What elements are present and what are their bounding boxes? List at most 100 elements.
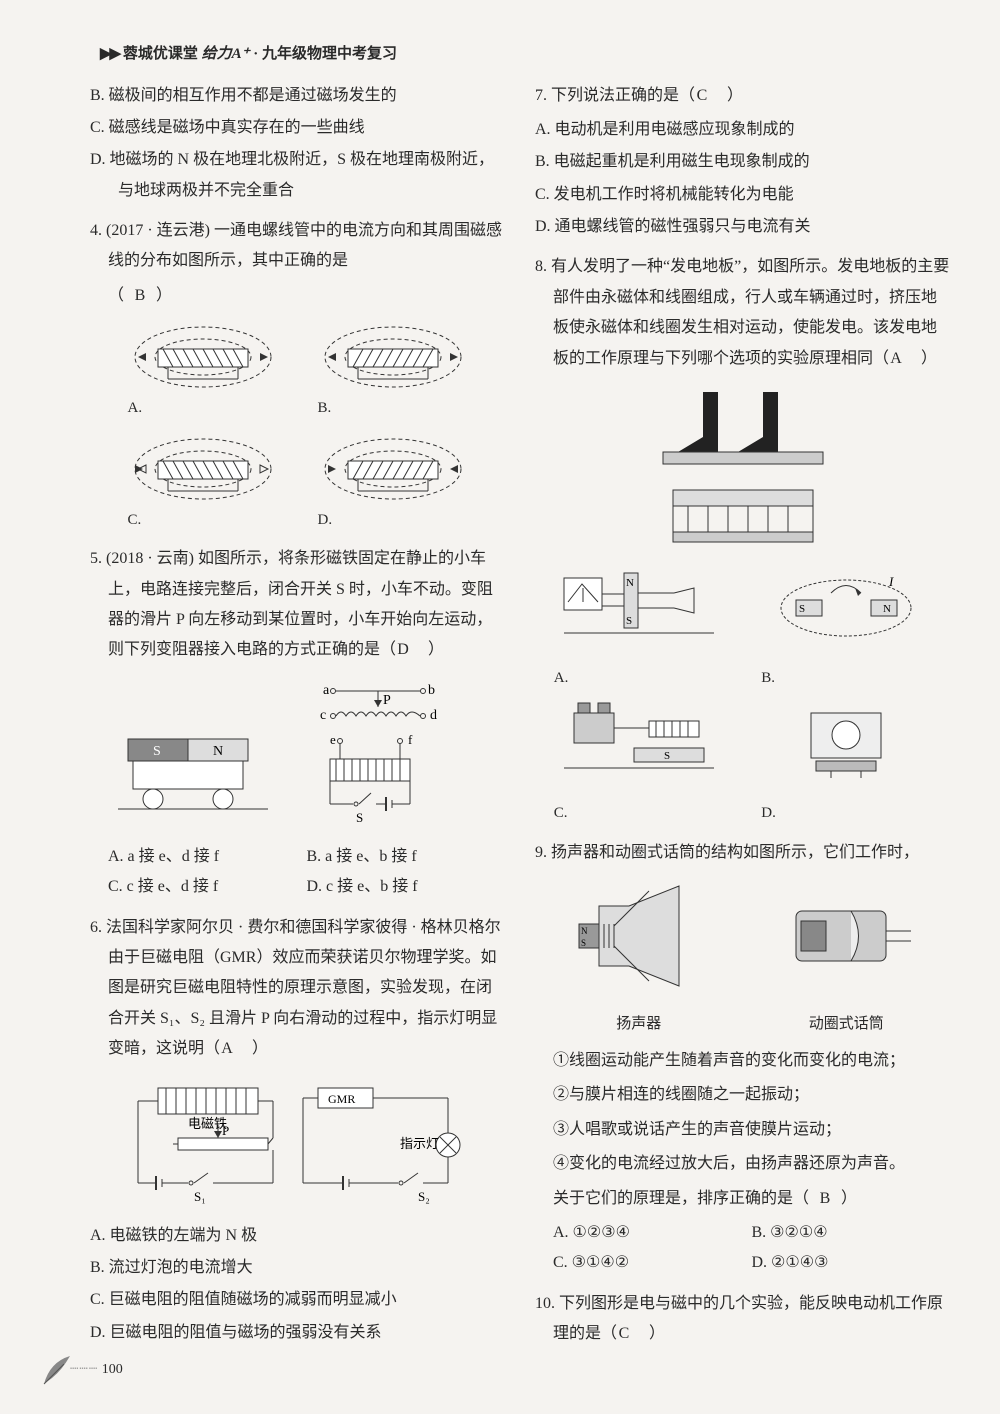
q4-fig-b: B.: [318, 319, 468, 423]
svg-text:d: d: [430, 708, 437, 723]
q7-opt-b: B. 电磁起重机是利用磁生电现象制成的: [535, 147, 950, 177]
paren-l: （: [108, 287, 124, 304]
q9: 9. 扬声器和动圈式话筒的结构如图所示，它们工作时， NS 扬声器: [535, 838, 950, 1279]
q4-figure-row2: C.: [90, 431, 505, 535]
q6-opt-d: D. 巨磁电阻的阻值与磁场的强弱没有关系: [90, 1318, 505, 1348]
q9-caption-left: 扬声器: [559, 1010, 719, 1039]
q4-fig-a: A.: [128, 319, 278, 423]
q9-item-2: ②与膜片相连的线圈随之一起振动；: [535, 1080, 950, 1110]
q9-stem: 9. 扬声器和动圈式话筒的结构如图所示，它们工作时，: [535, 838, 950, 868]
q9-opt-a: A. ①②③④: [553, 1218, 752, 1248]
q4: 4. (2017 · 连云港) 一通电螺线管中的电流方向和其周围磁感线的分布如图…: [90, 216, 505, 534]
paren-r: ）: [921, 350, 937, 367]
q5-options: A. a 接 e、d 接 f B. a 接 e、b 接 f C. c 接 e、d…: [90, 842, 505, 903]
q4-answer: B: [128, 281, 152, 311]
q9-answer: B: [813, 1184, 837, 1214]
q5-opt-d: D. c 接 e、b 接 f: [307, 872, 506, 902]
q9-opt-b: B. ③②①④: [752, 1218, 951, 1248]
paren-r: ）: [252, 1040, 268, 1057]
q8-mid-figure: [535, 480, 950, 550]
q8-fig-b: S N I B.: [761, 558, 931, 693]
q9-options: A. ①②③④ B. ③②①④ C. ③①④② D. ②①④③: [535, 1218, 950, 1279]
q7: 7. 下列说法正确的是（ C ） A. 电动机是利用电磁感应现象制成的 B. 电…: [535, 81, 950, 243]
q9-item-3: ③人唱歌或说话产生的声音使膜片运动；: [535, 1115, 950, 1145]
mag-s: S: [153, 744, 161, 759]
q4-answer-line: （ B ）: [90, 281, 505, 311]
q10-stem-text: 10. 下列图形是电与磁中的几个实验，能反映电动机工作原理的是（: [535, 1295, 943, 1342]
left-column: B. 磁极间的相互作用不都是通过磁场发生的 C. 磁感线是磁场中真实存在的一些曲…: [90, 81, 505, 1360]
paren-r: ）: [727, 87, 743, 104]
q4-fig-d: D.: [318, 431, 468, 535]
q8-stem-text: 8. 有人发明了一种“发电地板”，如图所示。发电地板的主要部件由永磁体和线圈组成…: [535, 258, 949, 366]
q6-answer: A: [224, 1034, 248, 1064]
q7-opt-c: C. 发电机工作时将机械能转化为电能: [535, 180, 950, 210]
q10-answer: C: [621, 1319, 645, 1349]
q7-opt-a: A. 电动机是利用电磁感应现象制成的: [535, 115, 950, 145]
q9-figures: NS 扬声器 动圈式话筒: [535, 876, 950, 1038]
svg-text:N: N: [581, 926, 588, 936]
page-header: ▶▶ 蓉城优课堂 给力A⁺ · 九年级物理中考复习: [90, 40, 950, 69]
q9-fig-mic: 动圈式话筒: [766, 876, 926, 1038]
q7-opt-d: D. 通电螺线管的磁性强弱只与电流有关: [535, 212, 950, 242]
svg-text:f: f: [408, 732, 413, 747]
svg-text:指示灯: 指示灯: [400, 1136, 439, 1151]
q8-label-b: B.: [761, 664, 931, 693]
right-column: 7. 下列说法正确的是（ C ） A. 电动机是利用电磁感应现象制成的 B. 电…: [535, 81, 950, 1360]
q5-figure: S N a b c d P ef: [90, 674, 505, 834]
q9-tail-text: 关于它们的原理是，排序正确的是（: [553, 1190, 809, 1207]
q5: 5. (2018 · 云南) 如图所示，将条形磁铁固定在静止的小车上，电路连接完…: [90, 544, 505, 902]
q3-opt-d: D. 地磁场的 N 极在地理北极附近，S 极在地理南极附近，与地球两极并不完全重…: [90, 145, 505, 206]
q4-stem: 4. (2017 · 连云港) 一通电螺线管中的电流方向和其周围磁感线的分布如图…: [90, 216, 505, 277]
q5-stem: 5. (2018 · 云南) 如图所示，将条形磁铁固定在静止的小车上，电路连接完…: [90, 544, 505, 666]
q4-label-d: D.: [318, 506, 468, 535]
q9-item-1: ①线圈运动能产生随着声音的变化而变化的电流；: [535, 1046, 950, 1076]
q9-caption-right: 动圈式话筒: [766, 1010, 926, 1039]
page-number: ┈┈┈ 100: [70, 1357, 123, 1384]
mag-n: N: [213, 744, 223, 759]
page-dots: ┈┈┈: [70, 1362, 98, 1377]
q6-opt-a: A. 电磁铁的左端为 N 极: [90, 1221, 505, 1251]
svg-text:a: a: [323, 683, 330, 698]
q8-label-d: D.: [761, 799, 931, 828]
paren-r: ）: [649, 1325, 665, 1342]
q9-fig-speaker: NS 扬声器: [559, 876, 719, 1038]
paren-r: ）: [156, 287, 172, 304]
svg-text:S: S: [664, 750, 670, 762]
svg-text:GMR: GMR: [328, 1092, 355, 1106]
q8-fig-d: D.: [761, 693, 931, 828]
svg-text:N: N: [883, 603, 891, 615]
q8-fig-c: S C.: [554, 693, 724, 828]
q6-stem: 6. 法国科学家阿尔贝 · 费尔和德国科学家彼得 · 格林贝格尔由于巨磁电阻（G…: [90, 913, 505, 1065]
q5-opt-a: A. a 接 e、d 接 f: [108, 842, 307, 872]
svg-text:S₂: S₂: [418, 1189, 430, 1204]
svg-text:S: S: [356, 810, 363, 825]
q3-opt-c: C. 磁感线是磁场中真实存在的一些曲线: [90, 113, 505, 143]
q9-opt-d: D. ②①④③: [752, 1248, 951, 1278]
q9-opt-c: C. ③①④②: [553, 1248, 752, 1278]
q6-opt-b: B. 流过灯泡的电流增大: [90, 1253, 505, 1283]
q8-figs-ab: NS A. S N: [535, 558, 950, 693]
q3-opt-b: B. 磁极间的相互作用不都是通过磁场发生的: [90, 81, 505, 111]
paren-r: ）: [428, 641, 444, 658]
q5-answer: D: [400, 635, 424, 665]
svg-text:S: S: [626, 615, 632, 627]
q10-stem: 10. 下列图形是电与磁中的几个实验，能反映电动机工作原理的是（ C ）: [535, 1289, 950, 1350]
q8-stem: 8. 有人发明了一种“发电地板”，如图所示。发电地板的主要部件由永磁体和线圈组成…: [535, 252, 950, 374]
svg-text:e: e: [330, 732, 336, 747]
paren-r: ）: [841, 1190, 857, 1207]
q5-opt-b: B. a 接 e、b 接 f: [307, 842, 506, 872]
q7-answer: C: [699, 81, 723, 111]
header-suffix: · 九年级物理中考复习: [253, 46, 397, 62]
q4-label-b: B.: [318, 394, 468, 423]
q8-label-c: C.: [554, 799, 724, 828]
q8-top-figure: [535, 382, 950, 472]
svg-text:N: N: [626, 577, 634, 589]
q4-label-c: C.: [128, 506, 278, 535]
svg-text:S₁: S₁: [194, 1189, 206, 1204]
q9-tail: 关于它们的原理是，排序正确的是（ B ）: [535, 1184, 950, 1214]
page-number-value: 100: [102, 1362, 123, 1377]
svg-text:I: I: [888, 574, 894, 589]
q7-stem: 7. 下列说法正确的是（ C ）: [535, 81, 950, 111]
q8-label-a: A.: [554, 664, 724, 693]
q6-stem-text: 6. 法国科学家阿尔贝 · 费尔和德国科学家彼得 · 格林贝格尔由于巨磁电阻（G…: [90, 919, 501, 1058]
